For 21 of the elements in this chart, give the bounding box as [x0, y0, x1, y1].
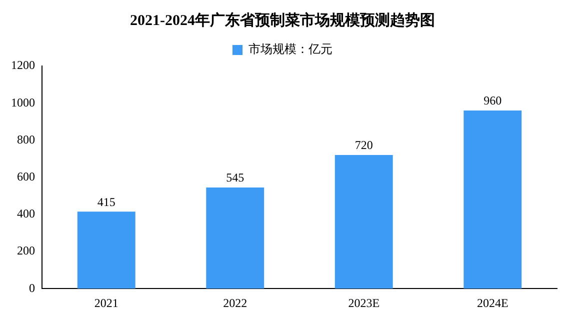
chart-title: 2021-2024年广东省预制菜市场规模预测趋势图 [130, 10, 435, 29]
bar [206, 188, 264, 289]
y-tick-label: 0 [29, 280, 35, 295]
bar [464, 110, 522, 289]
y-tick-label: 1200 [11, 58, 35, 72]
data-label: 545 [226, 170, 244, 185]
y-tick-label: 600 [17, 169, 35, 184]
y-tick-label: 200 [17, 244, 35, 258]
x-tick-label: 2024E [476, 296, 508, 310]
legend-label: 市场规模：亿元 [248, 42, 332, 56]
x-tick-label: 2023E [348, 296, 380, 310]
data-label: 415 [97, 194, 116, 209]
y-tick-label: 1000 [11, 95, 35, 110]
bar [77, 212, 136, 289]
data-label: 960 [484, 94, 502, 108]
x-tick-label: 2021 [94, 296, 118, 310]
y-tick-label: 800 [17, 132, 35, 146]
data-label: 720 [354, 138, 373, 152]
y-tick-label: 400 [17, 206, 35, 221]
bar [334, 155, 393, 289]
x-tick-label: 2022 [223, 296, 248, 310]
